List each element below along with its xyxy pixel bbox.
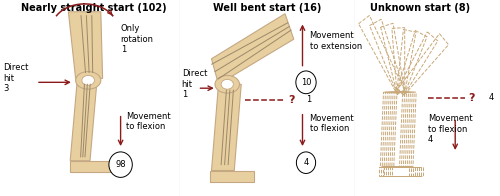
Polygon shape: [68, 12, 102, 78]
Circle shape: [109, 152, 132, 177]
Text: ?: ?: [468, 93, 474, 103]
Polygon shape: [70, 78, 97, 161]
Ellipse shape: [215, 75, 240, 93]
Ellipse shape: [76, 72, 101, 89]
Circle shape: [296, 152, 316, 173]
Text: Movement
to flexion: Movement to flexion: [310, 114, 354, 133]
Text: Direct
hit
1: Direct hit 1: [182, 69, 207, 99]
Text: Movement
to flexion
4: Movement to flexion 4: [428, 114, 472, 144]
Text: 4: 4: [489, 93, 494, 103]
Text: ?: ?: [288, 95, 295, 105]
Text: 98: 98: [116, 160, 126, 169]
Text: Well bent start (16): Well bent start (16): [214, 3, 322, 13]
Polygon shape: [212, 14, 294, 84]
Text: Movement
to extension: Movement to extension: [310, 32, 362, 51]
Text: Movement
to flexion: Movement to flexion: [126, 112, 170, 131]
Polygon shape: [210, 171, 254, 182]
Text: Only
rotation
1: Only rotation 1: [120, 24, 154, 54]
Text: Unknown start (8): Unknown start (8): [370, 3, 470, 13]
Polygon shape: [70, 161, 112, 172]
Text: 1: 1: [306, 95, 311, 104]
Text: 10: 10: [301, 78, 311, 87]
Text: Nearly straight start (102): Nearly straight start (102): [21, 3, 167, 13]
Ellipse shape: [82, 75, 94, 85]
Polygon shape: [212, 84, 241, 171]
Text: 4: 4: [304, 158, 308, 167]
Text: Direct
hit
3: Direct hit 3: [4, 64, 29, 93]
Circle shape: [296, 71, 316, 94]
Ellipse shape: [221, 79, 234, 89]
